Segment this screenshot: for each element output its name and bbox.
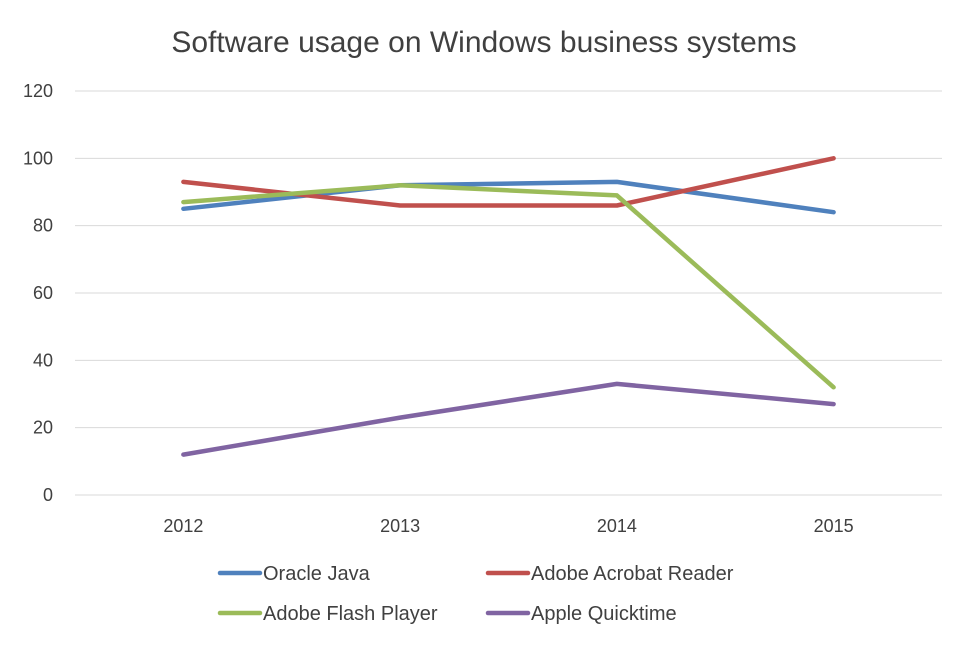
series-line [181,179,836,215]
x-axis-ticks: 2012 2013 2014 2015 [163,516,853,536]
gridlines [75,90,942,496]
x-tick-label: 2013 [380,516,420,536]
y-tick-label: 120 [23,81,53,101]
chart-title: Software usage on Windows business syste… [171,26,796,59]
legend-label: Adobe Acrobat Reader [531,563,734,585]
series-line [181,381,836,457]
series-line [181,183,836,390]
y-tick-label: 0 [43,485,53,505]
y-tick-label: 60 [33,283,53,303]
x-tick-label: 2014 [597,516,637,536]
x-tick-label: 2015 [814,516,854,536]
legend-label: Adobe Flash Player [263,603,438,625]
x-tick-label: 2012 [163,516,203,536]
legend-label: Apple Quicktime [531,603,677,625]
y-tick-label: 80 [33,216,53,236]
legend: Oracle Java Adobe Acrobat Reader Adobe Fla… [217,563,734,625]
y-tick-label: 40 [33,350,53,370]
legend-label: Oracle Java [263,563,371,585]
y-axis-ticks: 0 20 40 60 80 100 120 [23,81,53,505]
y-tick-label: 20 [33,418,53,438]
y-tick-label: 100 [23,148,53,168]
series-lines [181,156,836,457]
